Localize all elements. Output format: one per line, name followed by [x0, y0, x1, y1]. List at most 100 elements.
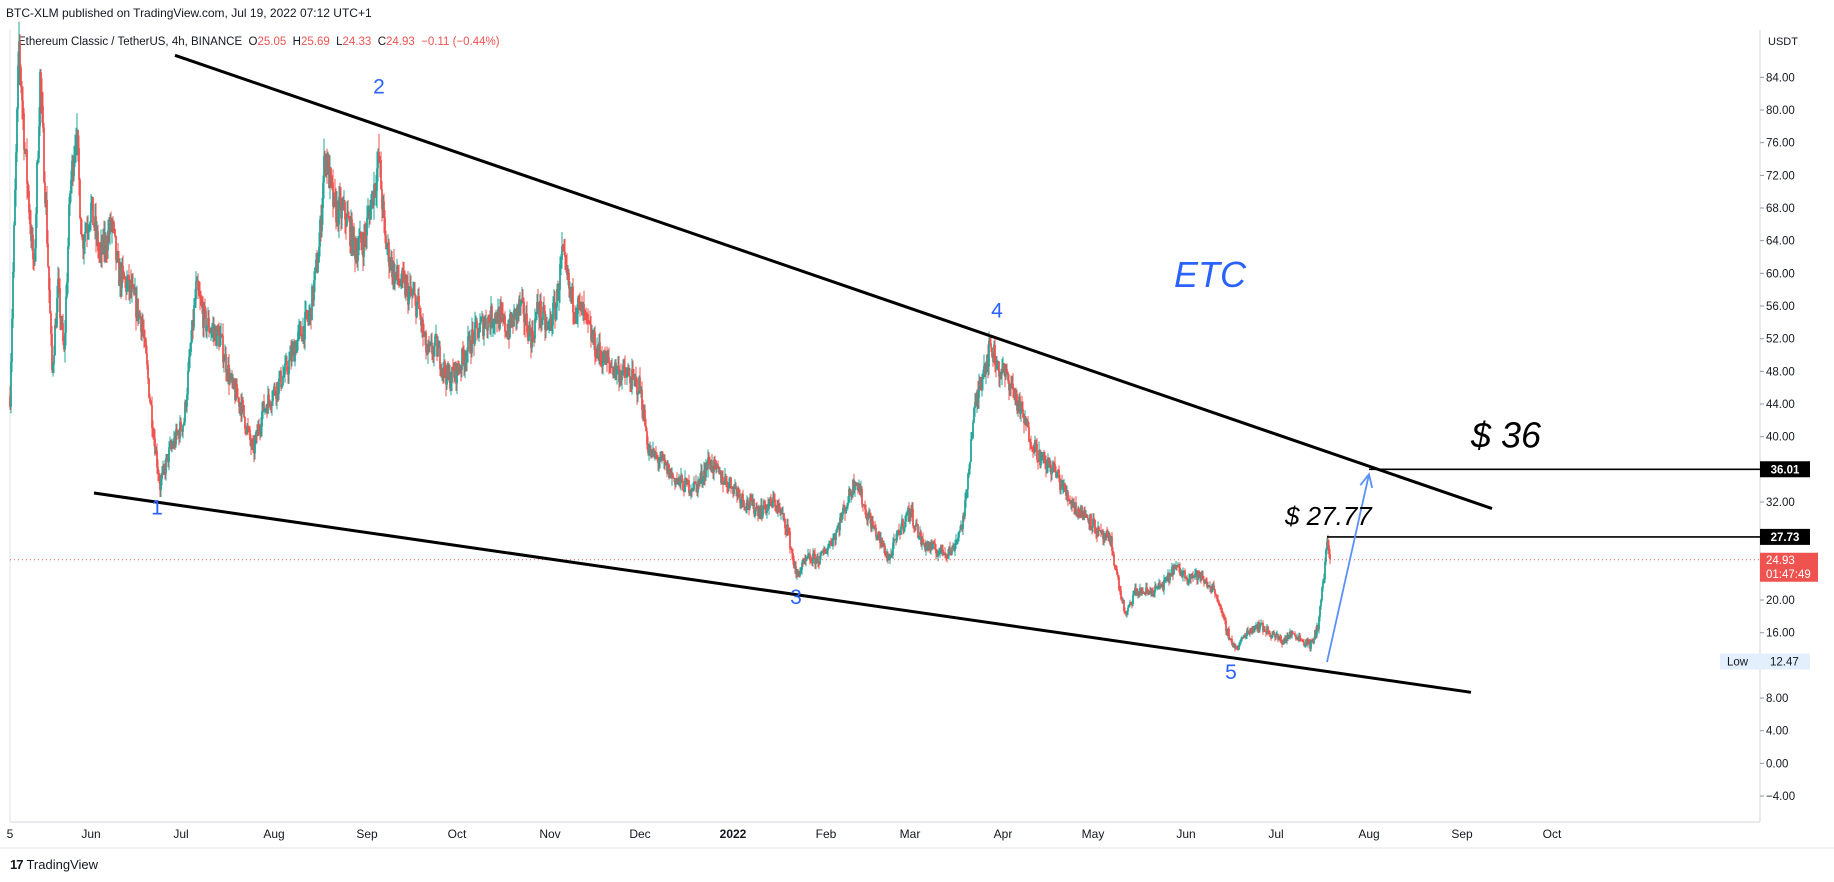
candle-body: [1116, 569, 1118, 575]
wave-label-1[interactable]: 1: [151, 496, 163, 519]
candle-body: [207, 318, 209, 327]
candle-body: [1019, 396, 1021, 415]
candle-body: [523, 301, 525, 323]
candle-body: [1214, 589, 1216, 595]
candle-body: [1329, 554, 1331, 560]
candle-body: [336, 201, 338, 223]
candle-body: [1168, 572, 1170, 581]
candle-body: [353, 227, 355, 241]
published-header: BTC-XLM published on TradingView.com, Ju…: [6, 6, 372, 20]
candle-body: [1177, 565, 1179, 567]
candle-body: [327, 157, 329, 173]
x-tick-label: Jul: [1268, 827, 1283, 841]
candle-body: [818, 563, 820, 565]
candle-body: [94, 216, 96, 228]
candle-body: [780, 511, 782, 513]
candle-body: [1014, 391, 1016, 400]
candle-body: [983, 365, 985, 374]
candle-body: [304, 312, 306, 340]
wave-label-2[interactable]: 2: [373, 76, 385, 99]
candle-body: [1059, 478, 1061, 490]
x-tick-label: Aug: [1358, 827, 1379, 841]
candle-body: [311, 286, 313, 321]
candle-body: [1322, 581, 1324, 588]
candle-body: [487, 317, 489, 331]
wave-label-4[interactable]: 4: [991, 299, 1003, 322]
candle-body: [271, 401, 273, 406]
candle-body: [1076, 511, 1078, 515]
candle-body: [1162, 585, 1164, 590]
candle-body: [555, 307, 557, 320]
candle-body: [785, 528, 787, 532]
candle-body: [639, 377, 641, 391]
candle-body: [50, 313, 52, 335]
wave-label-3[interactable]: 3: [790, 586, 802, 609]
x-tick-label: May: [1082, 827, 1105, 841]
candle-body: [880, 537, 882, 543]
candle-body: [947, 553, 949, 556]
candle-body: [682, 481, 684, 491]
candle-body: [1218, 601, 1220, 606]
candle-body: [854, 484, 856, 491]
candle-body: [463, 356, 465, 367]
candle-body: [1131, 603, 1133, 605]
candle-body: [524, 322, 526, 325]
candle-body: [1186, 577, 1188, 581]
candle-body: [961, 524, 963, 530]
candle-body: [813, 553, 815, 555]
candle-body: [244, 416, 246, 429]
candle-body: [812, 553, 814, 564]
tradingview-footer[interactable]: 17 TradingView: [10, 857, 98, 872]
candle-body: [975, 401, 977, 404]
candle-body: [585, 311, 587, 313]
candle-body: [598, 342, 600, 356]
candle-body: [504, 315, 506, 332]
candle-body: [856, 483, 858, 486]
candle-body: [901, 519, 903, 527]
candle-body: [898, 530, 900, 533]
wave-label-5[interactable]: 5: [1225, 661, 1237, 684]
candle-body: [539, 300, 541, 318]
candle-body: [1313, 639, 1315, 644]
candle-body: [741, 494, 743, 501]
candle-body: [390, 257, 392, 266]
candle-body: [772, 497, 774, 507]
low-marker-bg: [1720, 653, 1810, 670]
candle-body: [712, 470, 714, 473]
candle-body: [743, 501, 745, 507]
candle-body: [699, 477, 701, 483]
text-annotation-1[interactable]: $ 36: [1470, 414, 1542, 455]
candle-body: [1110, 536, 1112, 544]
candle-body: [725, 476, 727, 482]
candle-body: [309, 308, 311, 314]
upper-trendline[interactable]: [174, 53, 1493, 510]
candle-body: [162, 466, 164, 473]
candle-body: [485, 318, 487, 328]
candle-body: [972, 422, 974, 439]
candle-body: [442, 367, 444, 373]
candle-body: [509, 313, 511, 338]
candle-body: [724, 476, 726, 484]
candle-body: [246, 425, 248, 433]
symbol-name[interactable]: Ethereum Classic / TetherUS, 4h, BINANCE: [18, 36, 243, 48]
projection-arrow[interactable]: [1326, 474, 1370, 663]
candle-body: [698, 480, 700, 483]
candle-body: [18, 41, 20, 66]
candle-body: [394, 271, 396, 284]
candle-body: [164, 467, 166, 474]
text-annotation-2[interactable]: $ 27.77: [1284, 501, 1373, 531]
lower-trendline[interactable]: [93, 491, 1472, 694]
candle-body: [372, 191, 374, 206]
candle-body: [848, 489, 850, 503]
candle-body: [917, 524, 919, 538]
candle-body: [65, 296, 67, 333]
candle-body: [444, 361, 446, 374]
candle-body: [506, 333, 508, 338]
candle-body: [486, 327, 488, 331]
candle-body: [288, 359, 290, 375]
text-annotation-0[interactable]: ETC: [1174, 254, 1247, 295]
candle-body: [671, 474, 673, 478]
candle-body: [494, 313, 496, 324]
candle-body: [946, 555, 948, 557]
